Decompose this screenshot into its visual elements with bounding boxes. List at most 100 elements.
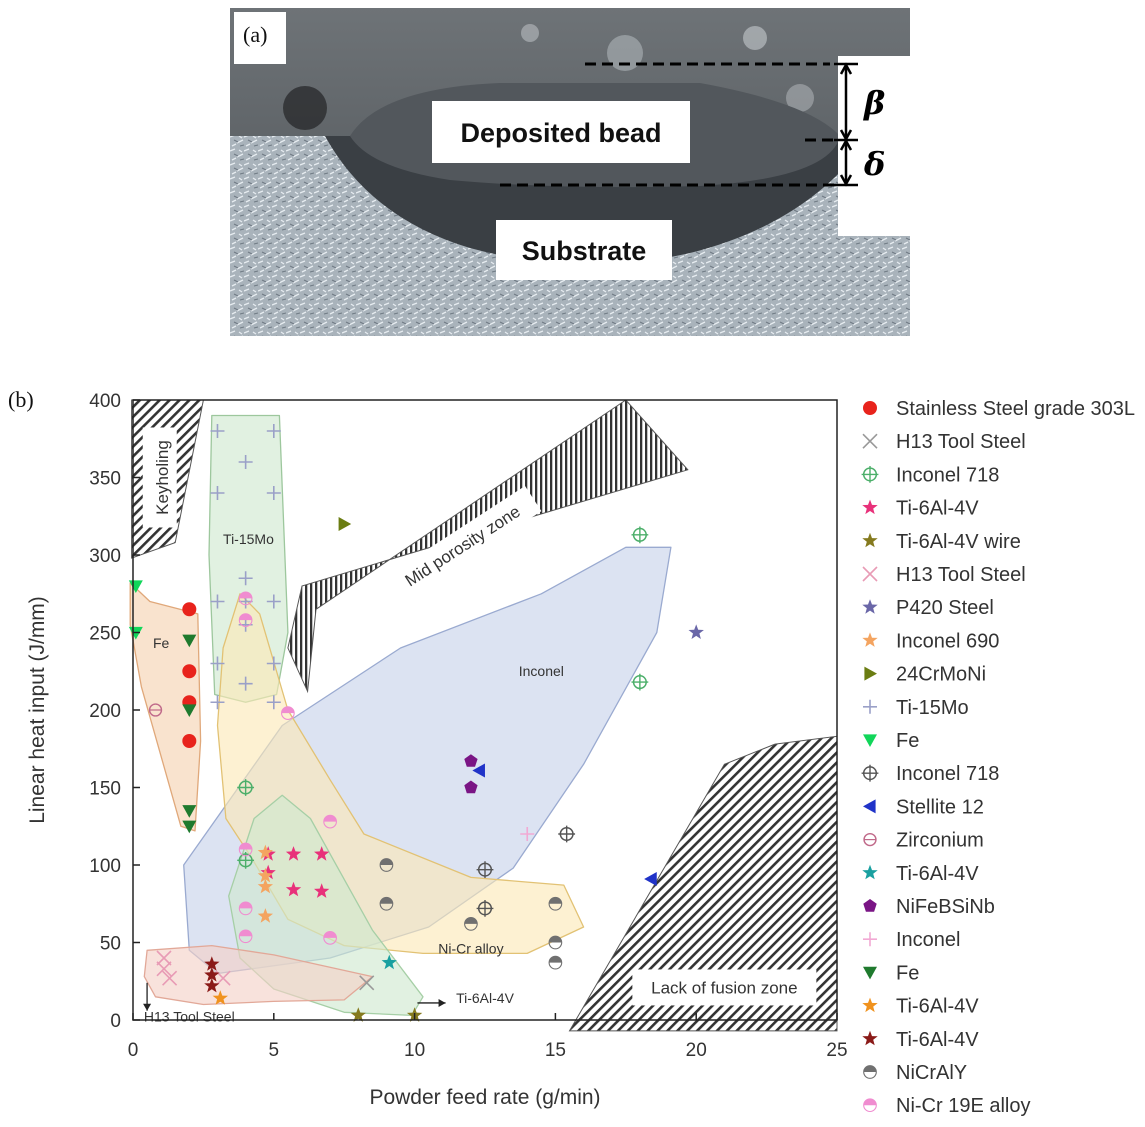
legend-item-nicraly: NiCrAlY bbox=[863, 1062, 967, 1084]
data-regions bbox=[129, 414, 672, 1017]
point-ti-6al-4v-0 bbox=[212, 990, 228, 1005]
legend-marker bbox=[862, 632, 878, 647]
legend-label: Ti-6Al-4V bbox=[896, 863, 979, 885]
point-stainless-steel-grade-303l-3 bbox=[182, 734, 197, 748]
series-inconel-690 bbox=[257, 844, 273, 923]
legend-item-stellite-12: Stellite 12 bbox=[863, 796, 984, 818]
point-ti-15mo-8 bbox=[266, 594, 281, 609]
y-axis-label: Linear heat input (J/mm) bbox=[26, 596, 49, 824]
y-tick-label: 400 bbox=[89, 391, 121, 412]
series-p420-steel bbox=[688, 624, 704, 639]
point-ni-cr-19e-alloy-1 bbox=[238, 613, 253, 627]
point-inconel-718-0 bbox=[558, 825, 576, 843]
legend-marker bbox=[862, 433, 878, 449]
point-inconel-690-0 bbox=[257, 844, 273, 860]
legend-label: Ni-Cr 19E alloy bbox=[896, 1095, 1030, 1117]
point-nifebsinb-1 bbox=[464, 780, 478, 794]
x-tick-label: 25 bbox=[826, 1040, 847, 1061]
point-inconel-718-1 bbox=[631, 673, 649, 691]
legend-marker bbox=[862, 997, 878, 1013]
data-points bbox=[128, 424, 704, 1022]
legend-label: H13 Tool Steel bbox=[896, 431, 1026, 453]
point-inconel-718-0 bbox=[631, 526, 649, 544]
legend-label: H13 Tool Steel bbox=[896, 564, 1026, 586]
point-fe-2 bbox=[182, 805, 197, 818]
region-label-fe: Fe bbox=[153, 635, 170, 651]
series-ni-cr-19e-alloy bbox=[238, 591, 337, 945]
series-nifebsinb bbox=[464, 754, 478, 794]
point-ni-cr-19e-alloy-7 bbox=[238, 929, 253, 944]
legend-item-stainless-steel-grade-303l: Stainless Steel grade 303L bbox=[863, 398, 1135, 420]
legend-item-ti-6al-4v-wire: Ti-6Al-4V wire bbox=[862, 531, 1021, 553]
point-24crmoni-0 bbox=[338, 517, 352, 531]
y-tick-label: 250 bbox=[89, 624, 121, 645]
legend-label: Ti-6Al-4V bbox=[896, 1029, 979, 1051]
legend-marker bbox=[863, 966, 877, 980]
point-ti-6al-4v-1 bbox=[285, 846, 302, 861]
point-ni-cr-19e-alloy-3 bbox=[323, 814, 337, 829]
legend-item-inconel-690: Inconel 690 bbox=[862, 630, 999, 652]
legend-marker bbox=[863, 401, 877, 415]
legend-label: NiFeBSiNb bbox=[896, 896, 995, 918]
point-ni-cr-19e-alloy-2 bbox=[281, 706, 295, 720]
x-tick-label: 20 bbox=[686, 1040, 707, 1061]
delta-symbol: δ bbox=[863, 145, 885, 183]
region-fe bbox=[129, 582, 202, 832]
point-nicraly-5 bbox=[548, 955, 563, 970]
series-nicraly bbox=[379, 858, 563, 970]
legend-marker bbox=[863, 932, 877, 947]
legend-marker bbox=[863, 832, 877, 847]
panel-a-label: (a) bbox=[243, 22, 267, 47]
point-ti-15mo-3 bbox=[238, 455, 253, 469]
point-ti-6al-4v-0 bbox=[204, 956, 220, 971]
legend-item-nifebsinb: NiFeBSiNb bbox=[863, 896, 995, 918]
point-stellite-12-0 bbox=[472, 763, 485, 778]
legend-item-inconel-718: Inconel 718 bbox=[861, 763, 999, 785]
legend-label: Ti-6Al-4V bbox=[896, 498, 979, 520]
point-inconel-690-3 bbox=[257, 908, 273, 923]
x-tick-label: 10 bbox=[404, 1040, 425, 1061]
legend-item-ti-6al-4v: Ti-6Al-4V bbox=[862, 863, 979, 885]
series-h13-tool-steel bbox=[156, 950, 231, 986]
legend-item-inconel: Inconel bbox=[863, 929, 961, 951]
point-stellite-12-1 bbox=[644, 871, 657, 886]
point-ti-15mo-4 bbox=[266, 486, 281, 500]
legend-marker bbox=[863, 1065, 877, 1079]
legend-marker bbox=[862, 566, 878, 582]
y-tick-label: 0 bbox=[110, 1011, 121, 1032]
point-inconel-690-1 bbox=[257, 867, 273, 883]
legend-item-fe: Fe bbox=[863, 730, 919, 752]
point-ti-15mo-2 bbox=[210, 486, 225, 500]
y-tick-label: 300 bbox=[89, 546, 121, 567]
legend-item-24crmoni: 24CrMoNi bbox=[864, 664, 986, 686]
panel-b-label: (b) bbox=[8, 387, 34, 412]
legend-label: Stainless Steel grade 303L bbox=[896, 398, 1135, 420]
point-nicraly-1 bbox=[379, 896, 394, 911]
series-h13-tool-steel bbox=[359, 975, 375, 991]
series-inconel-718 bbox=[237, 526, 649, 869]
point-inconel-718-1 bbox=[476, 861, 494, 879]
legend-marker bbox=[861, 764, 879, 782]
legend-item-ti-6al-4v: Ti-6Al-4V bbox=[862, 498, 979, 520]
legend-item-h13-tool-steel: H13 Tool Steel bbox=[862, 564, 1026, 586]
point-ti-15mo-5 bbox=[238, 571, 253, 586]
deposited-bead-label: Deposited bead bbox=[460, 118, 661, 148]
beta-symbol: β bbox=[863, 84, 885, 122]
series-ti-6al-4v bbox=[381, 954, 397, 970]
region-h13-tool-steel bbox=[143, 944, 374, 1006]
region-label-ti-6al-4v: Ti-6Al-4V bbox=[456, 990, 514, 1006]
legend-label: P420 Steel bbox=[896, 597, 994, 619]
legend-item-zirconium: Zirconium bbox=[863, 830, 984, 852]
series-stellite-12 bbox=[472, 763, 657, 886]
point-h13-tool-steel-0 bbox=[359, 975, 375, 991]
point-ti-6al-4v-0 bbox=[381, 954, 397, 970]
point-ni-cr-19e-alloy-5 bbox=[238, 901, 253, 916]
legend-marker bbox=[862, 599, 878, 614]
point-inconel-0 bbox=[520, 827, 535, 841]
x-axis-label: Powder feed rate (g/min) bbox=[369, 1086, 600, 1109]
x-tick-label: 15 bbox=[545, 1040, 566, 1061]
series-ti-6al-4v bbox=[212, 990, 228, 1005]
legend-marker bbox=[863, 699, 877, 714]
